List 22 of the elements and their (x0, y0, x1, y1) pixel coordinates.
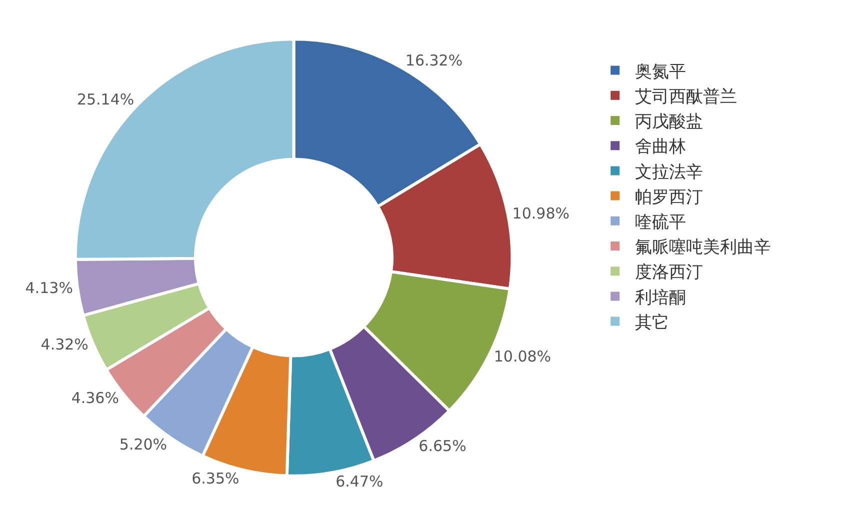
data-label: 4.36% (71, 388, 119, 407)
data-label: 25.14% (76, 90, 134, 108)
legend-label: 度洛西汀 (635, 262, 704, 283)
legend-label: 艾司西酞普兰 (635, 87, 738, 108)
data-label: 16.32% (405, 51, 463, 70)
data-label: 6.65% (418, 436, 466, 455)
legend-label: 氟哌噻吨美利曲辛 (635, 238, 772, 258)
legend-label: 舍曲林 (635, 137, 686, 158)
legend-label: 喹硫平 (635, 212, 686, 233)
data-label: 6.35% (192, 470, 240, 488)
legend-label: 文拉法辛 (635, 162, 704, 182)
data-label: 6.47% (336, 472, 384, 490)
legend-label: 奥氮平 (635, 62, 686, 82)
data-label: 4.13% (25, 278, 73, 297)
legend-label: 丙戊酸盐 (635, 112, 704, 132)
data-label: 4.32% (40, 336, 88, 354)
legend-label: 利培酮 (635, 288, 686, 308)
data-label: 10.08% (494, 347, 552, 366)
legend-label: 帕罗西汀 (635, 187, 704, 208)
data-label: 5.20% (119, 436, 168, 454)
legend-label: 其它 (635, 312, 670, 333)
data-label: 10.98% (512, 204, 570, 223)
